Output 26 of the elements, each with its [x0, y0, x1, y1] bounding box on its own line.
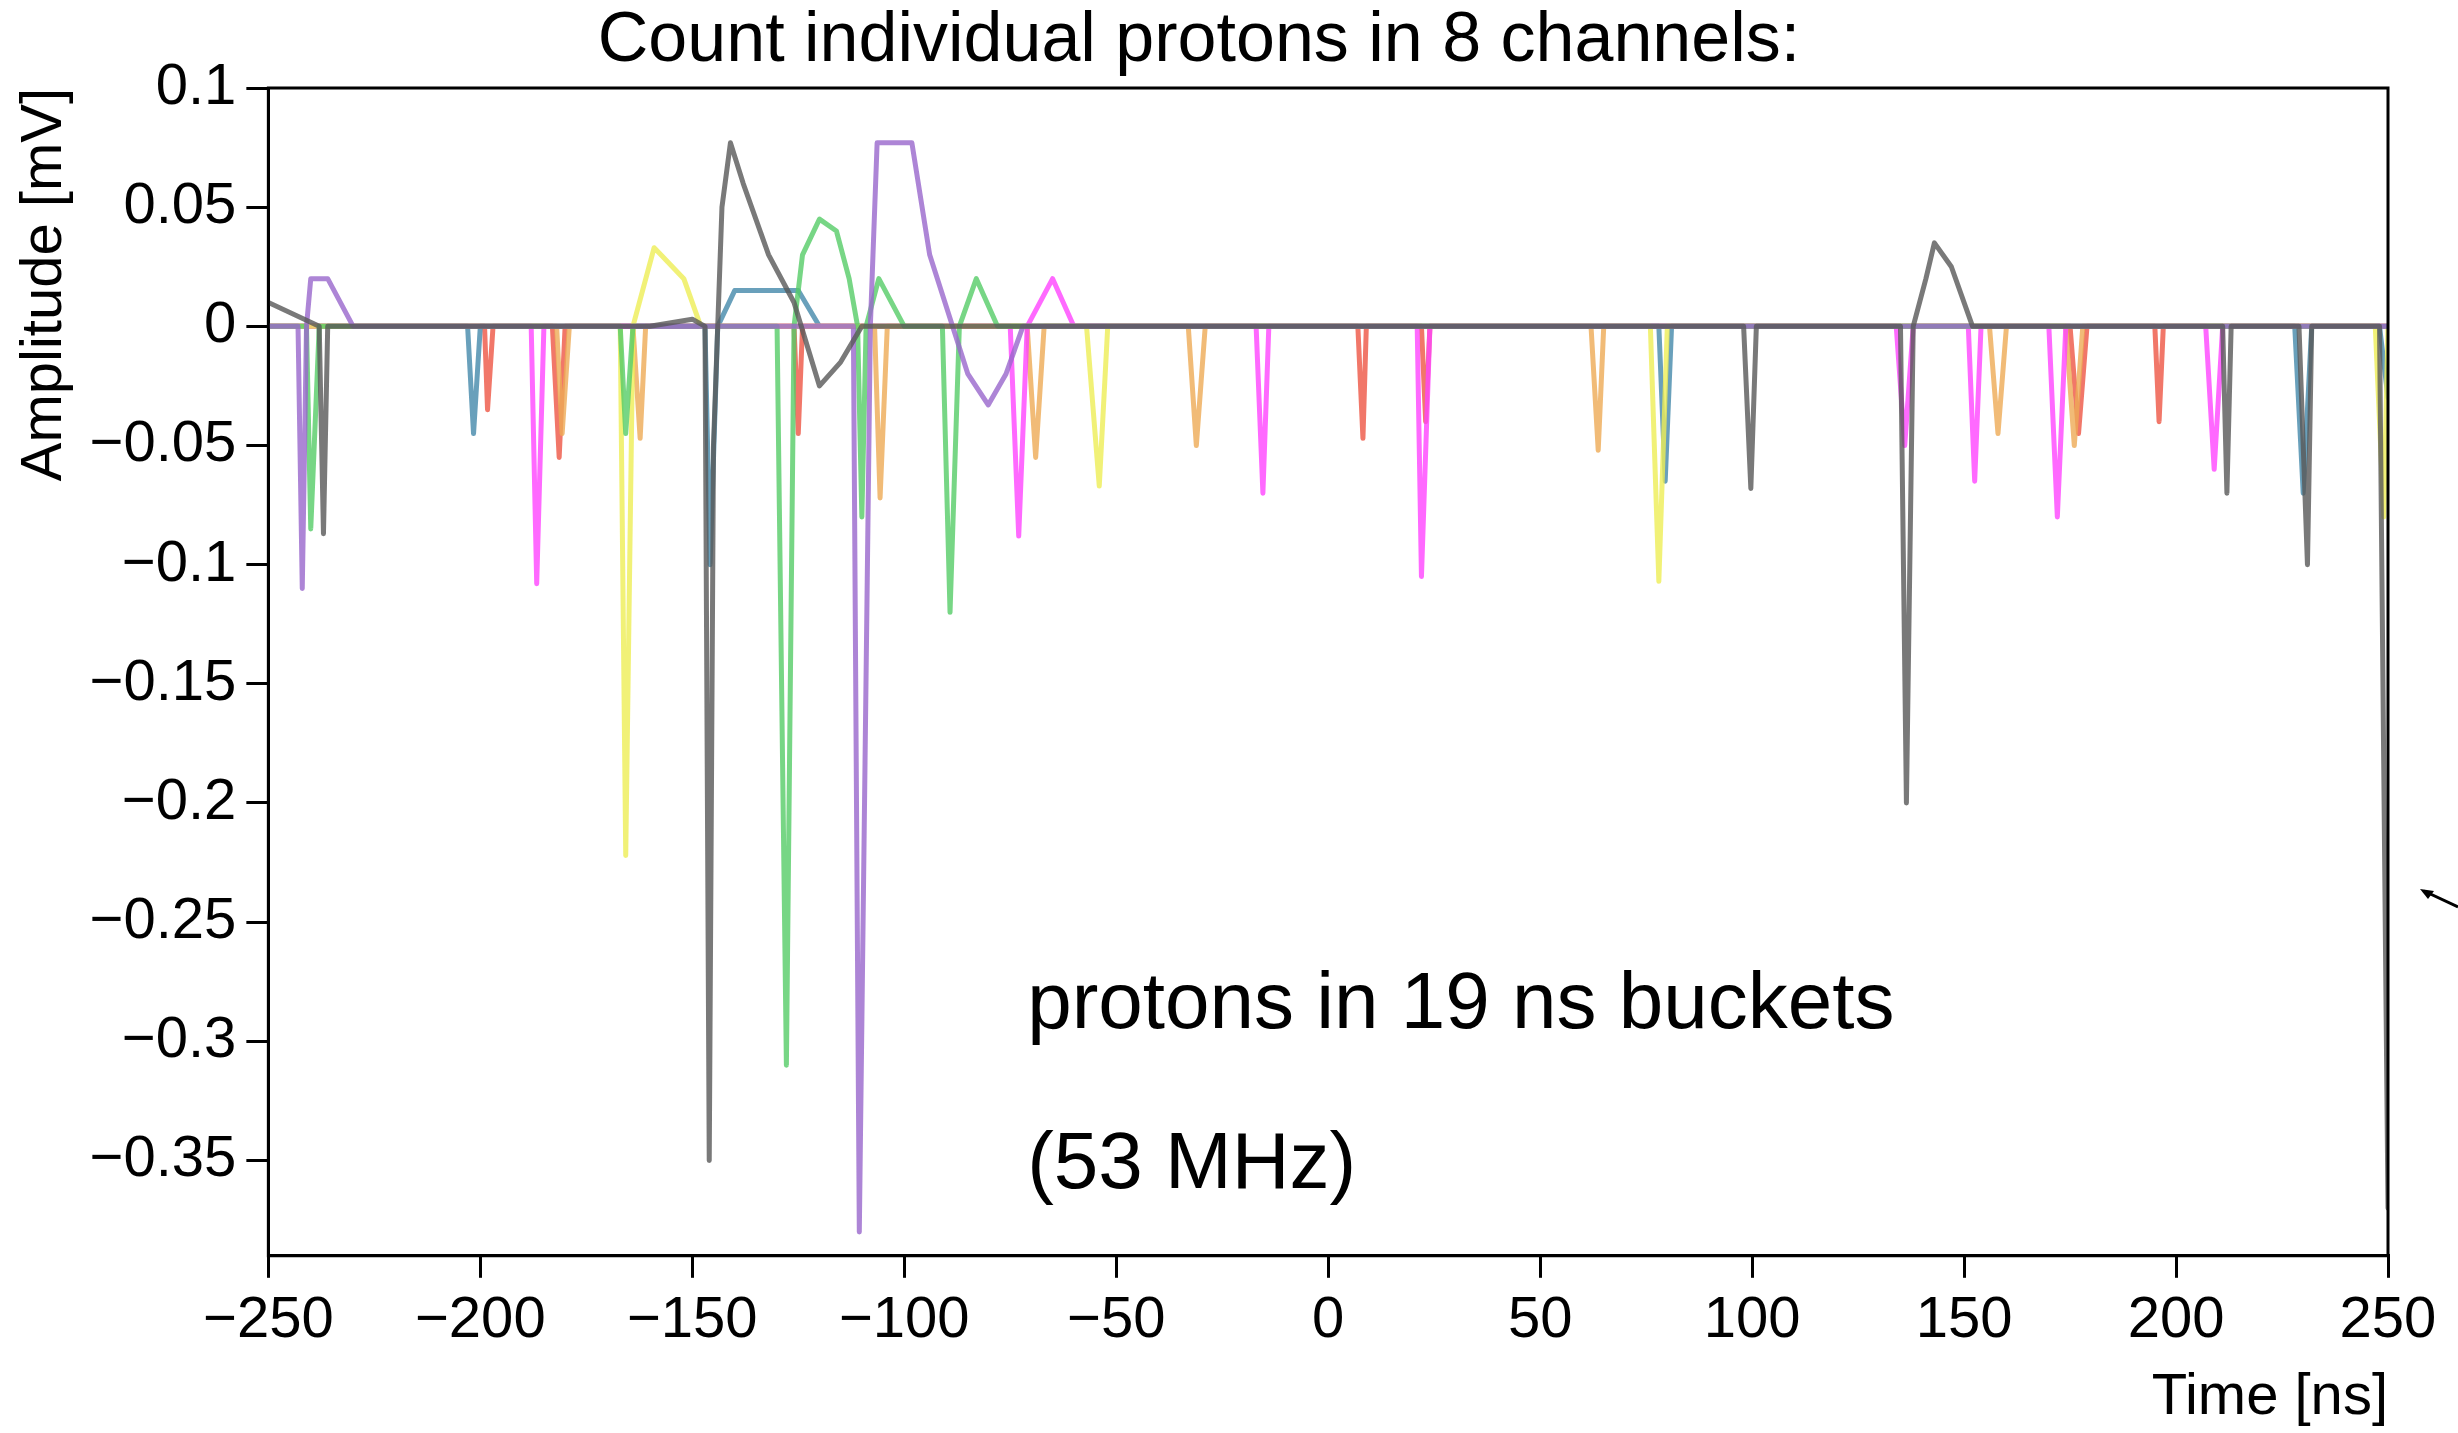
y-tick-label: 0.1 [155, 51, 237, 116]
chart-title: Count individual protons in 8 channels: [597, 0, 1801, 77]
y-axis-title: Amplitude [mV] [7, 88, 73, 482]
x-tick-label: 200 [2127, 1283, 2225, 1349]
x-tick-label: −50 [1067, 1283, 1166, 1349]
y-tick-label: −0.2 [121, 765, 237, 831]
x-tick-label: −150 [626, 1283, 758, 1349]
x-tick-label: 50 [1507, 1283, 1573, 1349]
y-tick-label: −0.35 [89, 1123, 237, 1189]
annotation: (53 MHz) [1027, 1116, 1357, 1206]
x-tick-label: −250 [203, 1283, 334, 1349]
y-tick-label: −0.15 [89, 646, 237, 712]
y-tick-label: 0 [204, 289, 237, 355]
x-tick-label: 150 [1915, 1283, 2013, 1349]
y-tick-label: −0.1 [121, 527, 237, 593]
y-tick-label: −0.3 [121, 1004, 237, 1070]
y-tick-label: 0.05 [123, 170, 237, 236]
x-tick-label: 250 [2339, 1283, 2437, 1349]
x-tick-label: 100 [1703, 1283, 1801, 1349]
y-tick-label: −0.25 [89, 885, 237, 951]
y-tick-label: −0.05 [89, 408, 237, 474]
x-axis-title: Time [ns] [2151, 1361, 2388, 1427]
x-tick-label: 0 [1312, 1283, 1345, 1349]
x-tick-label: −100 [838, 1283, 970, 1349]
annotation: protons in 19 ns buckets [1027, 956, 1895, 1046]
x-tick-label: −200 [414, 1283, 546, 1349]
